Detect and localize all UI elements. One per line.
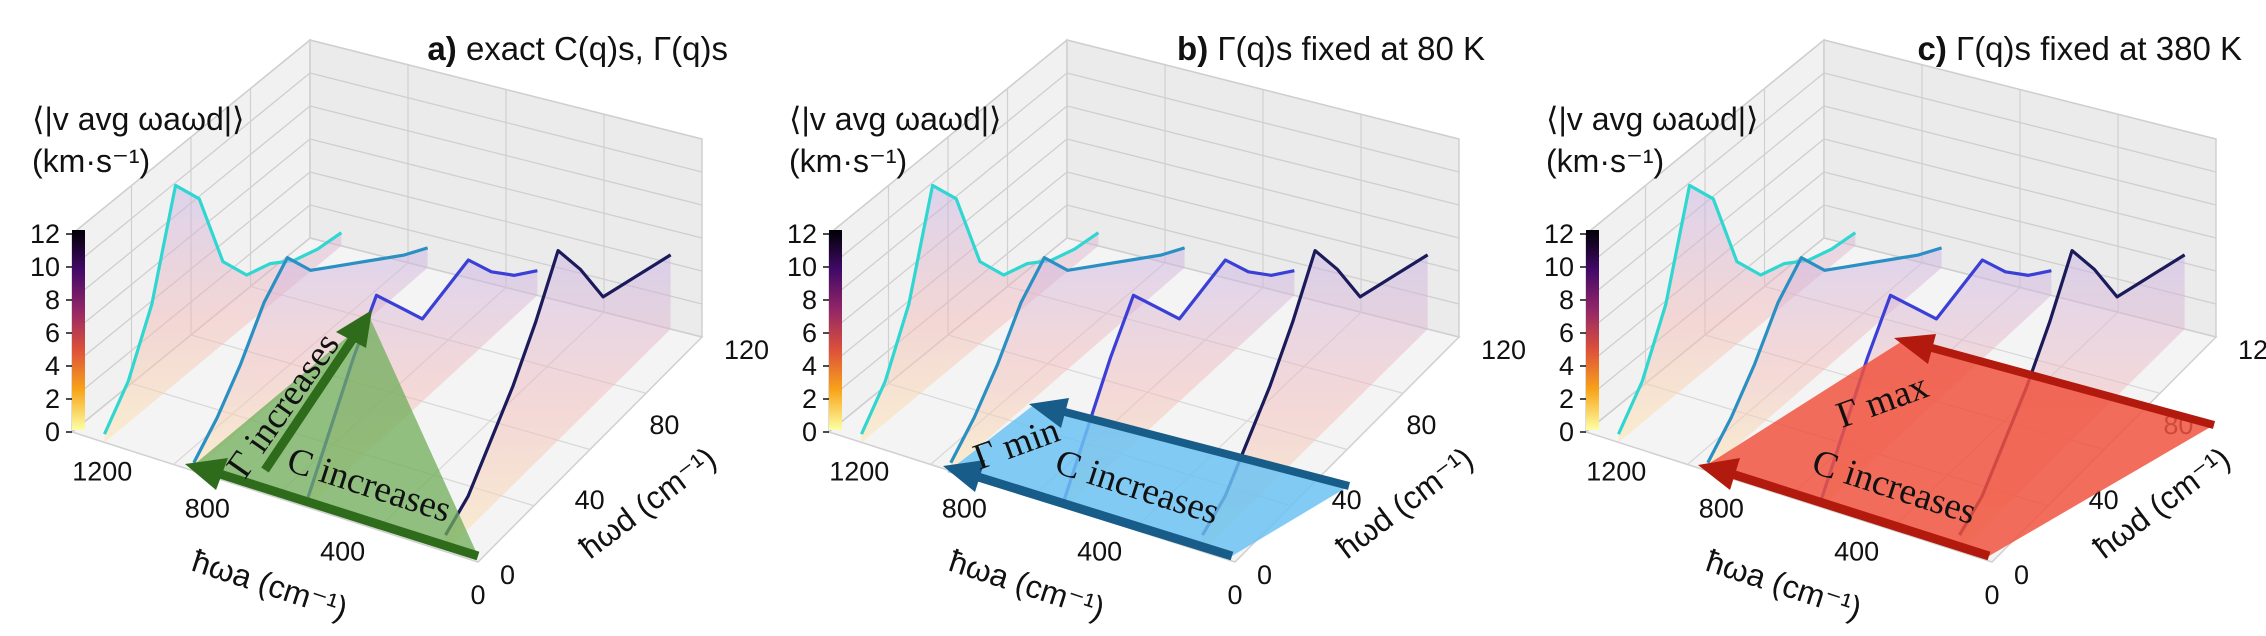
ytick-label: 0 — [500, 560, 515, 590]
series-surface — [445, 250, 671, 552]
colorbar — [72, 230, 85, 430]
zaxis-unit: (km·s⁻¹) — [1546, 143, 1664, 179]
annotation-arrowhead-g — [336, 310, 372, 348]
annotation-arrowhead-g — [1894, 334, 1936, 364]
ztick-label: 6 — [1559, 318, 1574, 348]
panel-label: c) — [1918, 30, 1957, 67]
ztick-label: 2 — [45, 384, 60, 414]
panel-label: b) — [1177, 30, 1217, 67]
ztick-label: 10 — [30, 252, 60, 282]
ztick-label: 0 — [1559, 417, 1574, 447]
xtick-label: 1200 — [72, 457, 132, 487]
ytick-label: 120 — [1481, 335, 1526, 365]
series-line — [444, 248, 672, 536]
annotation-arrowhead-c — [185, 458, 228, 490]
panel-title: b) Γ(q)s fixed at 80 K — [1177, 30, 1485, 67]
xtick-label: 0 — [470, 580, 485, 610]
xtick-label: 800 — [185, 493, 230, 523]
ztick-label: 4 — [45, 351, 60, 381]
ytick-label: 80 — [1406, 410, 1436, 440]
series-line — [949, 246, 1186, 464]
ztick-label: 12 — [30, 219, 60, 249]
xtick-label: 0 — [1984, 580, 1999, 610]
ytick-label: 40 — [575, 485, 605, 515]
panel-title-text: Γ(q)s fixed at 80 K — [1217, 30, 1485, 67]
ztick-label: 8 — [802, 285, 817, 315]
panel-title-text: exact C(q)s, Γ(q)s — [466, 30, 728, 67]
annotation-region — [190, 318, 478, 556]
panel-title: a) exact C(q)s, Γ(q)s — [427, 30, 728, 67]
annotation-arrow-c — [218, 469, 480, 561]
ytick-label: 120 — [724, 335, 769, 365]
annotation-arrow-g — [1063, 408, 1351, 490]
annotation-arrow-g — [1930, 344, 2216, 429]
ytick-label: 120 — [2238, 335, 2266, 365]
series-surface — [193, 247, 428, 471]
zaxis-label: ⟨|v avg ωaωd|⟩ — [32, 101, 245, 137]
annotation-arrow-g — [261, 337, 356, 473]
ztick-label: 2 — [802, 384, 817, 414]
annotation-arrow-c — [973, 471, 1234, 561]
ztick-label: 4 — [1559, 351, 1574, 381]
ztick-label: 0 — [802, 417, 817, 447]
annotation-arrowhead-g — [1029, 398, 1069, 428]
series-line — [860, 183, 1100, 435]
colorbar — [1586, 230, 1599, 430]
xtick-label: 0 — [1227, 580, 1242, 610]
xtick-label: 1200 — [829, 457, 889, 487]
zaxis-unit: (km·s⁻¹) — [32, 143, 150, 179]
xtick-label: 400 — [1077, 537, 1122, 567]
series-line — [192, 246, 429, 464]
series-line — [1062, 258, 1295, 500]
ztick-label: 6 — [802, 318, 817, 348]
series-line — [103, 183, 343, 435]
series-surface — [950, 247, 1185, 471]
panel-title: c) Γ(q)s fixed at 380 K — [1918, 30, 2243, 67]
xtick-label: 1200 — [1586, 457, 1646, 487]
annotation-arrowhead-c — [1698, 458, 1740, 490]
ztick-label: 4 — [802, 351, 817, 381]
ztick-label: 12 — [1544, 219, 1574, 249]
zaxis-label: ⟨|v avg ωaωd|⟩ — [1546, 101, 1759, 137]
xtick-label: 800 — [942, 493, 987, 523]
zaxis-unit: (km·s⁻¹) — [789, 143, 907, 179]
xtick-label: 400 — [1834, 537, 1879, 567]
series-surface — [1707, 247, 1942, 471]
annotation-arrowhead-c — [943, 460, 985, 492]
ztick-label: 2 — [1559, 384, 1574, 414]
xtick-label: 800 — [1699, 493, 1744, 523]
ztick-label: 8 — [45, 285, 60, 315]
annotation-arrow-c — [1730, 469, 1991, 561]
ztick-label: 6 — [45, 318, 60, 348]
ztick-label: 0 — [45, 417, 60, 447]
colorbar — [829, 230, 842, 430]
ztick-label: 10 — [1544, 252, 1574, 282]
zaxis-label: ⟨|v avg ωaωd|⟩ — [789, 101, 1002, 137]
ztick-label: 10 — [787, 252, 817, 282]
ztick-label: 12 — [787, 219, 817, 249]
series-line — [1617, 183, 1857, 435]
xtick-label: 400 — [320, 537, 365, 567]
panel-title-text: Γ(q)s fixed at 380 K — [1956, 30, 2242, 67]
annotation-region — [947, 404, 1349, 556]
panel-label: a) — [427, 30, 466, 67]
ytick-label: 80 — [649, 410, 679, 440]
series-line — [1706, 246, 1943, 464]
ytick-label: 0 — [1257, 560, 1272, 590]
ztick-label: 8 — [1559, 285, 1574, 315]
ytick-label: 0 — [2014, 560, 2029, 590]
